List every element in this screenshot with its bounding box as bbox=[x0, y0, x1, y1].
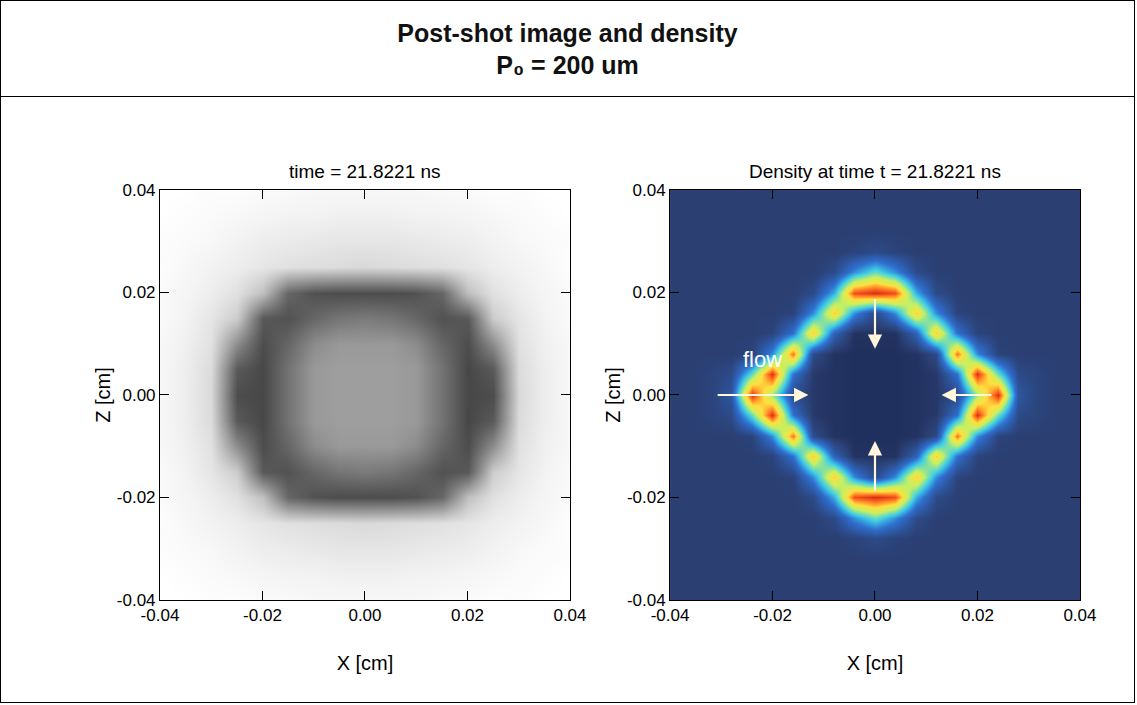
svg-text:-0.02: -0.02 bbox=[753, 606, 792, 625]
html-text:Post-shot image and density: Post-shot image and density bbox=[397, 18, 738, 47]
svg-text:0.04: 0.04 bbox=[1063, 606, 1096, 625]
svg-text:0.04: 0.04 bbox=[553, 606, 586, 625]
svg-text:-0.04: -0.04 bbox=[627, 591, 666, 610]
svg-text:time = 21.8221 ns: time = 21.8221 ns bbox=[289, 161, 441, 182]
svg-text:-0.04: -0.04 bbox=[651, 606, 690, 625]
svg-text:-0.04: -0.04 bbox=[141, 606, 180, 625]
svg-text:0.00: 0.00 bbox=[633, 386, 666, 405]
svg-text:Density at time t = 21.8221 ns: Density at time t = 21.8221 ns bbox=[749, 161, 1001, 182]
svg-text:0.04: 0.04 bbox=[633, 181, 666, 200]
svg-text:0.02: 0.02 bbox=[633, 283, 666, 302]
svg-text:X [cm]: X [cm] bbox=[337, 652, 394, 674]
svg-text:-0.02: -0.02 bbox=[627, 488, 666, 507]
svg-text:0.00: 0.00 bbox=[858, 606, 891, 625]
svg-text:X [cm]: X [cm] bbox=[847, 652, 904, 674]
svg-text:0.02: 0.02 bbox=[122, 283, 155, 302]
svg-text:0.02: 0.02 bbox=[451, 606, 484, 625]
svg-text:Z [cm]: Z [cm] bbox=[92, 367, 114, 423]
svg-text:0.00: 0.00 bbox=[122, 386, 155, 405]
svg-text:0.04: 0.04 bbox=[122, 181, 155, 200]
svg-text:0.00: 0.00 bbox=[348, 606, 381, 625]
svg-text:flow: flow bbox=[743, 347, 782, 372]
svg-text:-0.02: -0.02 bbox=[117, 488, 156, 507]
svg-text:Z [cm]: Z [cm] bbox=[602, 367, 624, 423]
svg-text:-0.02: -0.02 bbox=[243, 606, 282, 625]
svg-text:0.02: 0.02 bbox=[961, 606, 994, 625]
svg-text:-0.04: -0.04 bbox=[117, 591, 156, 610]
html-text:P₀ = 200 um: P₀ = 200 um bbox=[496, 50, 639, 79]
